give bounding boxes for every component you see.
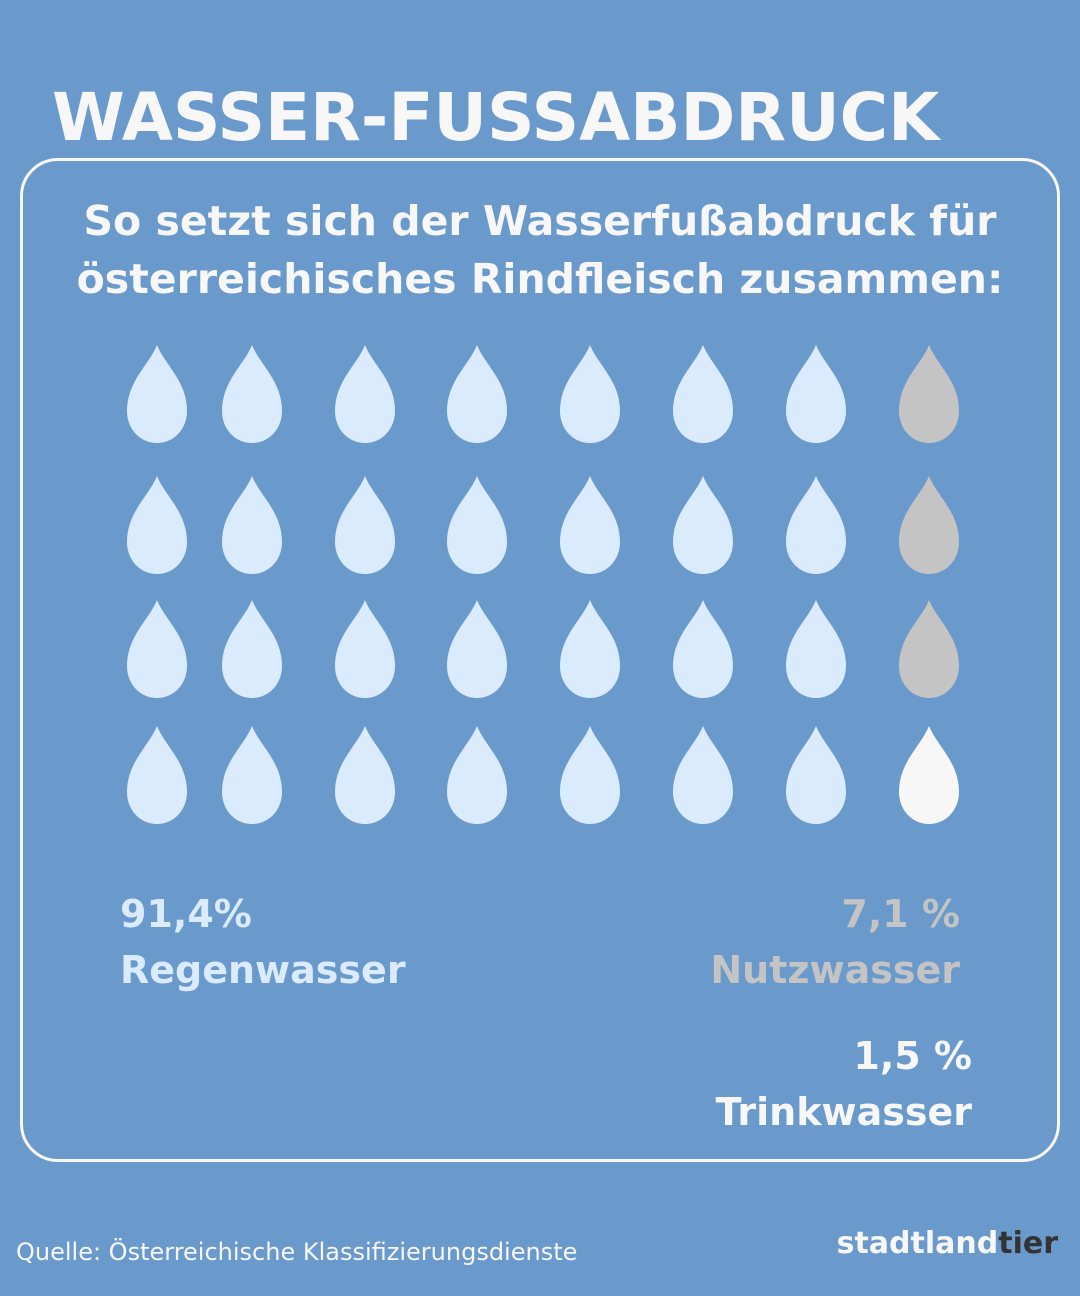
water-drop-icon <box>899 345 959 443</box>
water-drop-icon <box>673 726 733 824</box>
water-drop-icon <box>786 476 846 574</box>
water-drop-icon <box>222 600 282 698</box>
water-drop-icon <box>127 600 187 698</box>
water-drop-icon <box>786 600 846 698</box>
water-drop-icon <box>673 600 733 698</box>
water-drop-icon <box>673 476 733 574</box>
water-drop-icon <box>560 726 620 824</box>
legend-nutzwasser-value: 7,1 % <box>841 892 960 936</box>
water-drop-icon <box>447 345 507 443</box>
water-drop-icon <box>899 726 959 824</box>
legend-regenwasser-name: Regenwasser <box>120 948 406 992</box>
water-drop-icon <box>560 600 620 698</box>
water-drop-icon <box>335 345 395 443</box>
water-drop-icon <box>335 726 395 824</box>
page-title: WASSER-FUSSABDRUCK <box>52 79 940 156</box>
water-drop-icon <box>447 476 507 574</box>
water-drop-icon <box>127 345 187 443</box>
water-drop-icon <box>335 600 395 698</box>
logo-part-1: stadtland <box>836 1226 999 1261</box>
water-drop-icon <box>447 600 507 698</box>
water-drop-icon <box>127 726 187 824</box>
logo-part-2: tier <box>998 1226 1058 1261</box>
water-drop-icon <box>560 345 620 443</box>
water-drop-icon <box>447 726 507 824</box>
subtitle-line-1: So setzt sich der Wasserfußabdruck für <box>83 197 997 245</box>
chart-frame <box>20 158 1060 1162</box>
water-drop-icon <box>899 476 959 574</box>
legend-trinkwasser: 1,5 % Trinkwasser <box>716 1028 972 1140</box>
water-drop-icon <box>786 726 846 824</box>
water-drop-icon <box>222 345 282 443</box>
legend-regenwasser: 91,4% Regenwasser <box>120 886 406 998</box>
water-drop-icon <box>673 345 733 443</box>
water-drop-icon <box>560 476 620 574</box>
source-note: Quelle: Österreichische Klassifizierungs… <box>16 1238 578 1266</box>
legend-trinkwasser-value: 1,5 % <box>853 1034 972 1078</box>
water-drop-icon <box>335 476 395 574</box>
legend-nutzwasser-name: Nutzwasser <box>710 948 960 992</box>
legend-regenwasser-value: 91,4% <box>120 892 252 936</box>
legend-nutzwasser: 7,1 % Nutzwasser <box>710 886 960 998</box>
chart-subtitle: So setzt sich der Wasserfußabdruck für ö… <box>40 192 1040 308</box>
water-drop-icon <box>222 726 282 824</box>
water-drop-icon <box>786 345 846 443</box>
water-drop-icon <box>222 476 282 574</box>
water-drop-icon <box>899 600 959 698</box>
legend-trinkwasser-name: Trinkwasser <box>715 1090 972 1134</box>
water-drop-icon <box>127 476 187 574</box>
brand-logo: stadtlandtier <box>837 1224 1058 1264</box>
subtitle-line-2: österreichisches Rindfleisch zusammen: <box>76 255 1004 303</box>
